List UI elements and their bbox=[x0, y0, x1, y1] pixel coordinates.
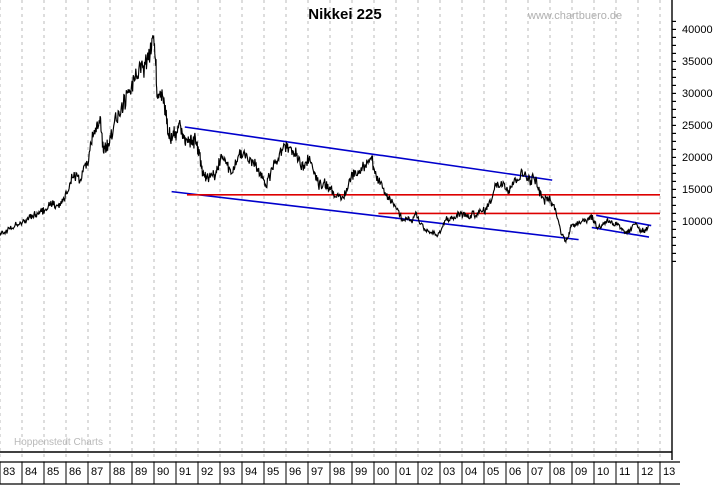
x-axis-tick-label: 90 bbox=[157, 466, 170, 478]
x-axis-box bbox=[0, 461, 680, 485]
x-axis-tick-label: 83 bbox=[3, 466, 16, 478]
x-axis-tick-label: 05 bbox=[487, 466, 500, 478]
x-axis-tick-label: 13 bbox=[663, 466, 676, 478]
x-axis-tick-label: 92 bbox=[201, 466, 214, 478]
x-axis-tick-label: 06 bbox=[509, 466, 522, 478]
x-axis-tick-label: 12 bbox=[641, 466, 654, 478]
x-axis-tick-label: 91 bbox=[179, 466, 192, 478]
x-axis-tick-label: 85 bbox=[47, 466, 60, 478]
x-axis-tick-label: 98 bbox=[333, 466, 346, 478]
x-axis-tick-label: 08 bbox=[553, 466, 566, 478]
x-axis-tick-label: 86 bbox=[69, 466, 82, 478]
y-axis-ticks bbox=[672, 20, 676, 262]
y-axis-tick-label: 30000 bbox=[682, 88, 713, 100]
x-axis-tick-label: 89 bbox=[135, 466, 148, 478]
plot-frame bbox=[0, 0, 673, 460]
x-axis-tick-label: 95 bbox=[267, 466, 280, 478]
x-axis-tick-label: 93 bbox=[223, 466, 236, 478]
y-axis-tick-label: 35000 bbox=[682, 56, 713, 68]
x-axis-tick-label: 84 bbox=[25, 466, 38, 478]
x-axis-tick-label: 88 bbox=[113, 466, 126, 478]
watermark-url: www.chartbuero.de bbox=[528, 10, 623, 22]
y-axis-tick-label: 40000 bbox=[682, 24, 713, 36]
trendlines-group bbox=[171, 126, 652, 241]
x-axis-tick-label: 11 bbox=[619, 466, 631, 478]
x-axis-tick-label: 96 bbox=[289, 466, 302, 478]
x-axis-tick-label: 10 bbox=[597, 466, 610, 478]
x-axis-tick-label: 94 bbox=[245, 466, 258, 478]
price-series-group bbox=[0, 35, 649, 245]
x-axis-tick-label: 03 bbox=[443, 466, 456, 478]
watermark-provider: Hoppenstedt Charts bbox=[14, 437, 103, 448]
x-axis-tick-label: 04 bbox=[465, 466, 478, 478]
x-axis-tick-label: 99 bbox=[355, 466, 368, 478]
x-axis-tick-label: 02 bbox=[421, 466, 434, 478]
support-lines-group bbox=[187, 194, 660, 215]
x-axis-tick-label: 00 bbox=[377, 466, 390, 478]
y-axis-tick-label: 20000 bbox=[682, 152, 713, 164]
x-axis-tick-label: 01 bbox=[399, 466, 412, 478]
y-axis-tick-label: 25000 bbox=[682, 120, 713, 132]
x-axis-tick-label: 09 bbox=[575, 466, 588, 478]
x-axis-tick-label: 97 bbox=[311, 466, 324, 478]
y-axis-tick-label: 15000 bbox=[682, 184, 713, 196]
x-axis-tick-label: 07 bbox=[531, 466, 544, 478]
y-axis-tick-label: 10000 bbox=[682, 216, 713, 228]
chart-title: Nikkei 225 bbox=[308, 6, 382, 23]
x-axis-tick-label: 87 bbox=[91, 466, 104, 478]
